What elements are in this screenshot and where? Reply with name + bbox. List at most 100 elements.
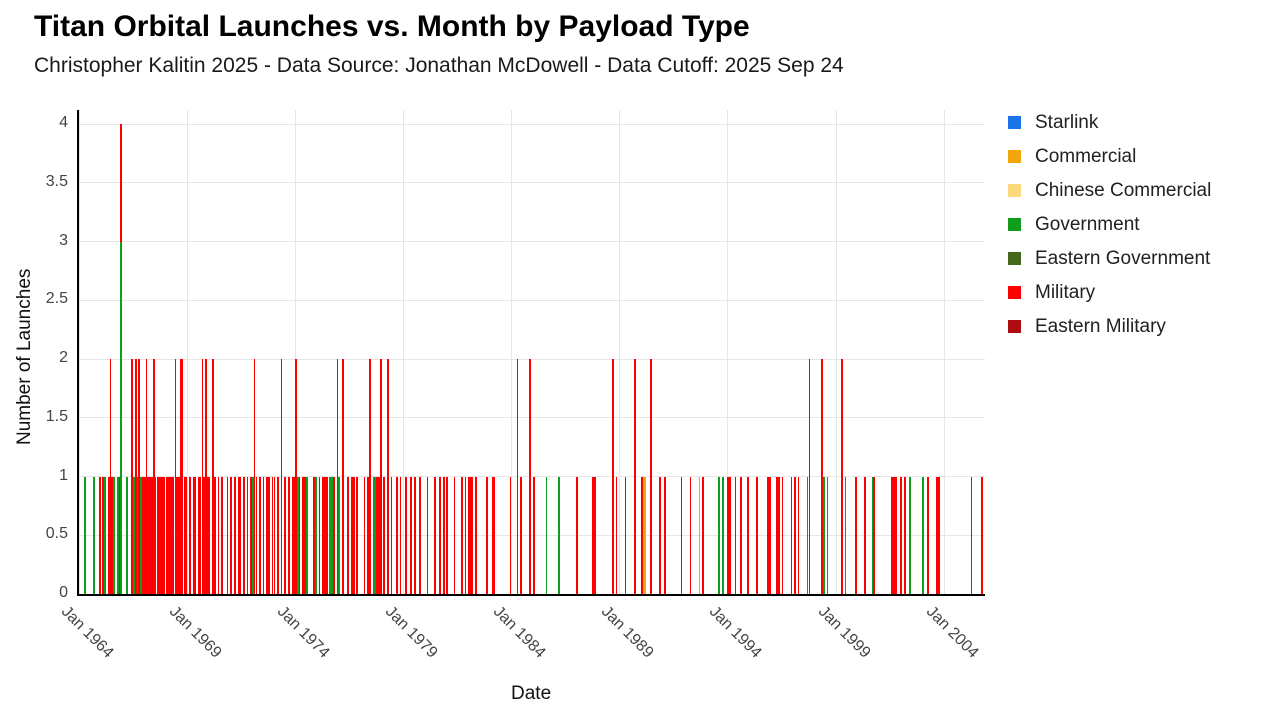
bar-1994-08-military[interactable] [740, 476, 742, 594]
bar-1971-05-military[interactable] [237, 476, 240, 594]
bar-1977-03-military[interactable] [363, 476, 366, 594]
bar-1990-11-military[interactable] [659, 476, 661, 594]
bar-1989-09-military[interactable] [633, 359, 636, 594]
bar-1965-05-military[interactable] [107, 476, 110, 594]
bar-2003-10-military[interactable] [938, 476, 940, 594]
bar-1978-06-military[interactable] [390, 476, 393, 594]
bar-1974-12-government[interactable] [315, 476, 317, 594]
bar-1986-03-government[interactable] [558, 476, 560, 594]
bar-1969-02-military[interactable] [188, 476, 191, 594]
bar-1975-10-military[interactable] [333, 476, 335, 594]
bar-1984-11-military[interactable] [529, 359, 532, 594]
bar-1976-03-military[interactable] [342, 359, 344, 594]
bar-1985-01-military[interactable] [532, 476, 535, 594]
bar-1970-06-military[interactable] [217, 476, 220, 594]
bar-1966-11-government[interactable] [140, 476, 142, 594]
bar-1968-08-military[interactable] [178, 476, 180, 594]
bar-1966-10-military[interactable] [138, 359, 141, 594]
bar-1997-02-military[interactable] [794, 476, 796, 594]
bar-1975-02-military[interactable] [318, 476, 321, 594]
bar-1972-01-government[interactable] [251, 476, 254, 594]
bar-2000-10-military[interactable] [873, 476, 876, 594]
bar-1996-07-military[interactable] [781, 476, 784, 594]
bar-1965-08-government[interactable] [113, 476, 115, 594]
bar-1968-06-military[interactable] [174, 359, 177, 594]
bar-1968-03-military[interactable] [169, 476, 171, 594]
bar-1968-04-military[interactable] [170, 476, 173, 594]
bar-1978-02-military[interactable] [383, 476, 386, 594]
bar-1966-06-military[interactable] [131, 359, 133, 594]
bar-1971-10-military[interactable] [246, 476, 249, 594]
bar-1975-05-military[interactable] [324, 476, 326, 594]
bar-1993-08-government[interactable] [718, 476, 721, 594]
bar-1978-11-military[interactable] [399, 476, 402, 594]
bar-2002-06-government[interactable] [909, 476, 912, 594]
bar-2005-10-military[interactable] [981, 476, 984, 594]
bar-1982-02-military[interactable] [469, 476, 472, 594]
bar-1997-10-military[interactable] [808, 359, 811, 594]
bar-1988-11-military[interactable] [615, 476, 618, 594]
bar-1979-02-military[interactable] [405, 476, 407, 594]
bar-1972-12-military[interactable] [271, 476, 274, 594]
bar-1995-12-military[interactable] [768, 476, 771, 594]
bar-1966-12-military[interactable] [142, 476, 144, 594]
bar-1969-07-military[interactable] [197, 476, 200, 594]
bar-1990-06-military[interactable] [650, 359, 652, 594]
bar-1996-04-military[interactable] [776, 476, 778, 594]
bar-1998-08-government[interactable] [826, 476, 829, 594]
bar-1969-05-military[interactable] [194, 476, 196, 594]
bar-1967-07-military[interactable] [154, 476, 157, 594]
bar-1965-10-government[interactable] [116, 476, 119, 594]
bar-1964-12-military[interactable] [98, 476, 101, 594]
bar-1973-09-military[interactable] [287, 476, 290, 594]
bar-1971-06-military[interactable] [239, 476, 242, 594]
bar-1984-04-military[interactable] [516, 359, 519, 594]
bar-1968-09-military[interactable] [179, 359, 182, 594]
bar-1974-03-military[interactable] [298, 476, 301, 594]
bar-2002-01-military[interactable] [900, 476, 903, 594]
bar-1983-03-military[interactable] [493, 476, 495, 594]
bar-1974-06-military[interactable] [304, 476, 306, 594]
bar-1968-02-military[interactable] [167, 476, 169, 594]
bar-1981-05-military[interactable] [453, 476, 456, 594]
bar-1977-08-government[interactable] [372, 476, 375, 594]
bar-1977-06-military[interactable] [369, 359, 371, 594]
bar-1975-12-military[interactable] [336, 359, 339, 594]
bar-1987-10-military[interactable] [592, 476, 595, 594]
bar-1965-06-military[interactable] [109, 359, 112, 594]
bar-2000-09-government[interactable] [871, 476, 874, 594]
bar-1966-07-government[interactable] [133, 476, 135, 594]
bar-1998-06-government[interactable] [822, 476, 825, 594]
bar-1994-05-military[interactable] [734, 476, 737, 594]
bar-1974-05-military[interactable] [302, 476, 305, 594]
bar-1999-12-military[interactable] [855, 476, 858, 594]
bar-1979-05-military[interactable] [410, 476, 413, 594]
bar-1980-06-military[interactable] [433, 476, 436, 594]
bar-1981-09-military[interactable] [460, 476, 463, 594]
bar-2002-03-military[interactable] [903, 476, 906, 594]
bar-1979-10-military[interactable] [419, 476, 422, 594]
bar-1977-05-military[interactable] [367, 476, 369, 594]
bar-1972-05-military[interactable] [259, 476, 261, 594]
bar-1967-08-military[interactable] [156, 476, 159, 594]
bar-1974-07-government[interactable] [306, 476, 308, 594]
bar-1977-09-government[interactable] [374, 476, 377, 594]
bar-1980-09-military[interactable] [439, 476, 441, 594]
bar-1965-02-military[interactable] [102, 476, 105, 594]
bar-1978-09-military[interactable] [396, 476, 398, 594]
bar-1970-03-military[interactable] [212, 359, 215, 594]
bar-1967-06-military[interactable] [152, 359, 155, 594]
bar-1967-10-military[interactable] [160, 476, 162, 594]
bar-1968-10-military[interactable] [181, 359, 184, 594]
bar-1967-09-military[interactable] [158, 476, 160, 594]
bar-1985-08-government[interactable] [545, 476, 548, 594]
bar-1997-04-military[interactable] [797, 476, 800, 594]
bar-1975-08-government[interactable] [329, 476, 332, 594]
bar-2000-05-military[interactable] [864, 476, 867, 594]
bar-1975-09-government[interactable] [331, 476, 333, 594]
bar-2003-09-military[interactable] [936, 476, 939, 594]
bar-1990-02-commercial[interactable] [642, 476, 645, 594]
bar-1976-11-military[interactable] [356, 476, 359, 594]
bar-1976-09-military[interactable] [352, 476, 355, 594]
bar-1972-10-military[interactable] [268, 476, 270, 594]
